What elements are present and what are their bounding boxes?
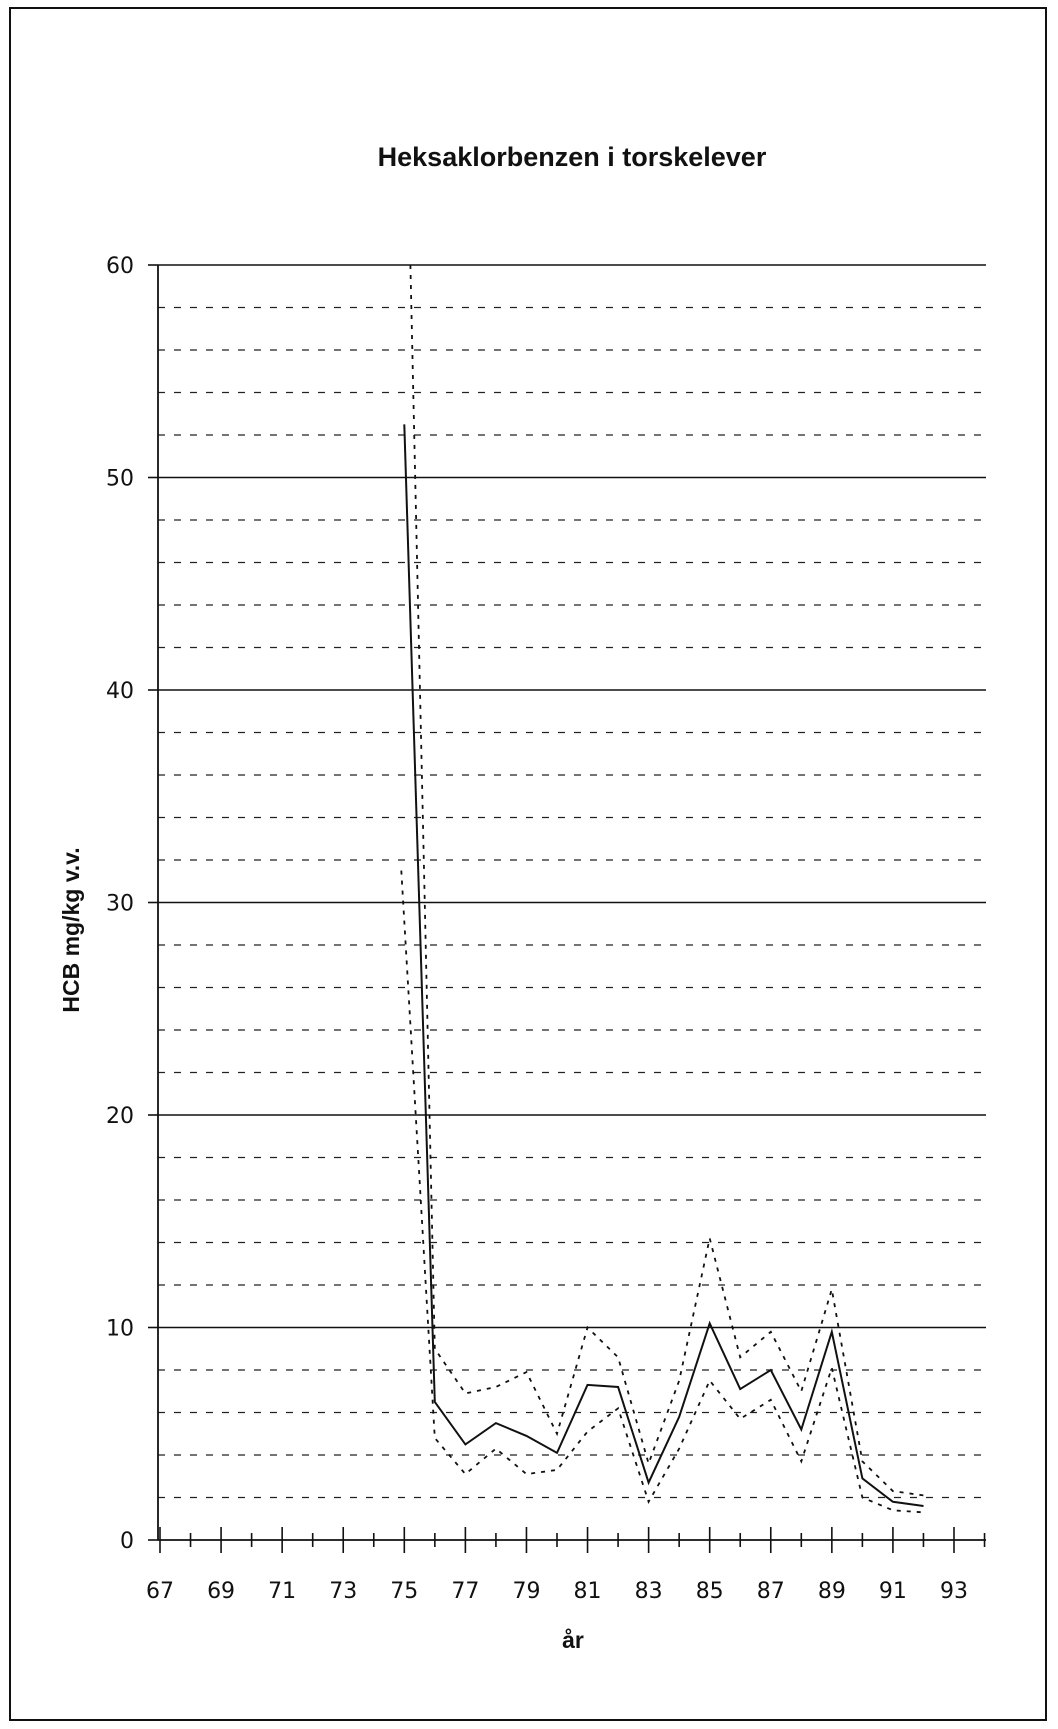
x-tick-label: 85 xyxy=(696,1579,724,1604)
y-tick-label: 50 xyxy=(106,467,134,492)
axis-layer xyxy=(148,264,986,1553)
x-tick-label: 89 xyxy=(818,1579,846,1604)
x-tick-label: 69 xyxy=(207,1579,235,1604)
y-tick-label: 0 xyxy=(120,1529,134,1554)
x-tick-label: 81 xyxy=(574,1579,602,1604)
x-tick-label: 87 xyxy=(757,1579,785,1604)
y-tick-label: 40 xyxy=(106,679,134,704)
x-axis-label: år xyxy=(562,1627,584,1653)
series-line-bound-1 xyxy=(409,264,924,1497)
chart-title: Heksaklorbenzen i torskelever xyxy=(378,142,767,172)
series-line-bound-2 xyxy=(400,870,924,1514)
y-tick-label: 60 xyxy=(106,254,134,279)
x-tick-label: 79 xyxy=(512,1579,540,1604)
grid-layer xyxy=(158,264,986,1499)
x-tick-label: 75 xyxy=(390,1579,418,1604)
x-tick-label: 93 xyxy=(940,1579,968,1604)
chart-frame xyxy=(9,7,1047,1721)
x-tick-label: 91 xyxy=(879,1579,907,1604)
x-tick-label: 67 xyxy=(146,1579,174,1604)
y-axis-label: HCB mg/kg v.v. xyxy=(58,847,84,1012)
series-line-mean xyxy=(403,424,924,1507)
y-tick-label: 20 xyxy=(106,1104,134,1129)
y-tick-label: 10 xyxy=(106,1317,134,1342)
series-layer xyxy=(400,264,924,1514)
tick-label-layer: 0 10 20 30 40 50 60 67 69 71 73 75 77 79 81 83 85 87 89 91 9… xyxy=(106,254,968,1604)
y-tick-label: 30 xyxy=(106,892,134,917)
x-tick-label: 71 xyxy=(268,1579,296,1604)
x-tick-label: 77 xyxy=(451,1579,479,1604)
x-tick-label: 83 xyxy=(635,1579,663,1604)
x-tick-label: 73 xyxy=(329,1579,357,1604)
